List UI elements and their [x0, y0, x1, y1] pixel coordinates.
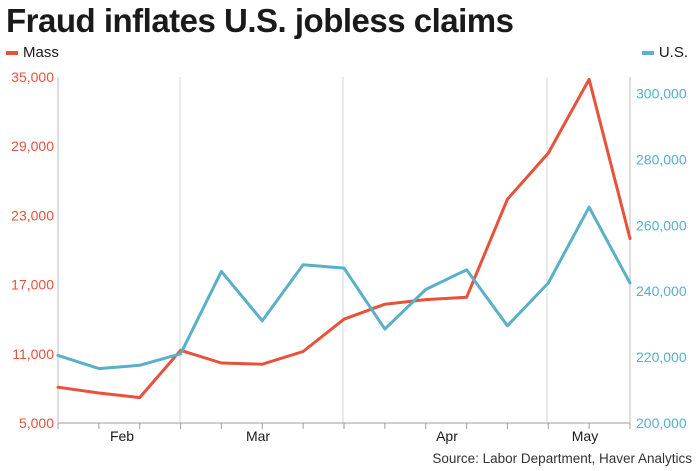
chart-title: Fraud inflates U.S. jobless claims — [6, 2, 514, 39]
right-tick-label-2: 240,000 — [636, 283, 687, 299]
source-note: Source: Labor Department, Haver Analytic… — [432, 451, 692, 466]
series-line-us — [56, 205, 632, 371]
series-line-mass — [56, 77, 632, 400]
left-tick-label-0: 5,000 — [19, 415, 54, 431]
legend-mass-label: Mass — [23, 44, 59, 61]
x-tick-label-may: May — [572, 428, 598, 444]
right-tick-label-0: 200,000 — [636, 415, 687, 431]
left-tick-label-3: 23,000 — [11, 207, 54, 223]
left-tick-label-1: 11,000 — [12, 346, 54, 362]
legend-mass: Mass — [6, 44, 59, 61]
right-tick-label-1: 220,000 — [636, 349, 687, 365]
legend-us-label: U.S. — [658, 44, 688, 61]
x-tick-label-apr: Apr — [436, 428, 458, 444]
x-tick-label-mar: Mar — [246, 428, 270, 444]
legend-mass-swatch — [6, 50, 18, 55]
legend-us-swatch — [641, 50, 654, 55]
right-tick-label-4: 280,000 — [636, 151, 687, 167]
x-tick-label-feb: Feb — [110, 428, 134, 444]
right-tick-label-5: 300,000 — [636, 85, 687, 101]
right-tick-label-3: 260,000 — [636, 217, 687, 233]
left-tick-label-4: 29,000 — [11, 138, 54, 154]
left-tick-label-2: 17,000 — [11, 277, 54, 293]
legend-us: U.S. — [641, 44, 688, 61]
left-tick-label-5: 35,000 — [11, 69, 54, 85]
